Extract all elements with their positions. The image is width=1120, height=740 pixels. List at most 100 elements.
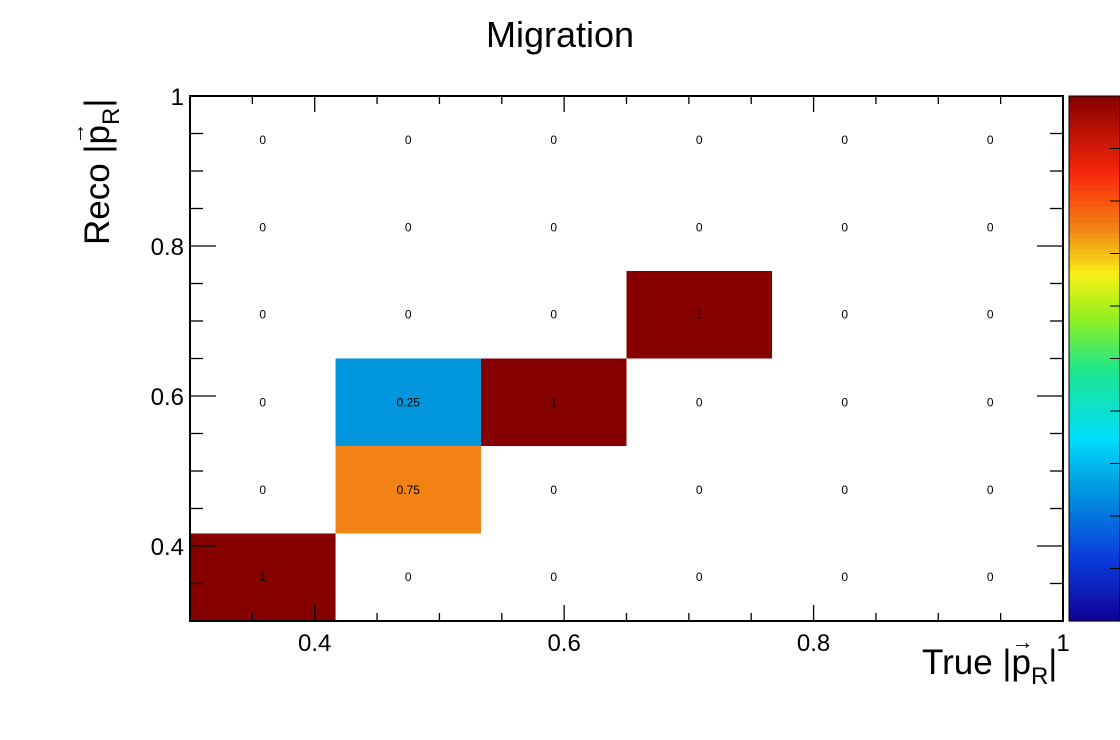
heatmap-cell bbox=[335, 446, 481, 534]
colorbar-segment bbox=[1069, 332, 1120, 339]
cell-value-label: 0 bbox=[841, 308, 848, 322]
colorbar-segment bbox=[1069, 358, 1120, 365]
colorbar-segment bbox=[1069, 143, 1120, 150]
colorbar-segment bbox=[1069, 374, 1120, 381]
colorbar-segment bbox=[1069, 316, 1120, 323]
x-axis-label-suffix: | bbox=[1048, 643, 1058, 682]
colorbar-segment bbox=[1069, 426, 1120, 433]
colorbar-segment bbox=[1069, 500, 1120, 507]
colorbar-segment bbox=[1069, 474, 1120, 480]
colorbar-segment bbox=[1069, 531, 1120, 538]
colorbar-segment bbox=[1069, 600, 1120, 606]
cell-value-label: 0 bbox=[405, 308, 412, 322]
cell-value-label: 0 bbox=[841, 220, 848, 234]
colorbar-segment bbox=[1069, 489, 1120, 496]
colorbar-segment bbox=[1069, 579, 1120, 585]
colorbar-segment bbox=[1069, 342, 1120, 349]
colorbar-segment bbox=[1069, 400, 1120, 407]
colorbar-segment bbox=[1069, 311, 1120, 318]
colorbar-segment bbox=[1069, 384, 1120, 391]
colorbar-segment bbox=[1069, 568, 1120, 575]
heatmap-cell bbox=[335, 358, 481, 447]
colorbar-segment bbox=[1069, 132, 1120, 139]
cell-value-label: 0 bbox=[405, 220, 412, 234]
vector-arrow-icon: → bbox=[1011, 629, 1034, 654]
colorbar-segment bbox=[1069, 379, 1120, 386]
cell-value-label: 0 bbox=[259, 308, 266, 322]
colorbar-segment bbox=[1069, 295, 1120, 302]
x-axis-label: True | → pR| bbox=[922, 631, 1058, 691]
colorbar-segment bbox=[1069, 584, 1120, 591]
colorbar-segment bbox=[1069, 122, 1120, 129]
colorbar-segment bbox=[1069, 237, 1120, 244]
x-tick-label: 0.8 bbox=[797, 630, 830, 657]
colorbar-segment bbox=[1069, 253, 1120, 260]
colorbar-segment bbox=[1069, 479, 1120, 486]
cell-value-label: 0 bbox=[841, 570, 848, 584]
colorbar-segment bbox=[1069, 306, 1120, 312]
chart-title: Migration bbox=[485, 14, 635, 55]
colorbar-segment bbox=[1069, 348, 1120, 354]
colorbar-segment bbox=[1069, 432, 1120, 438]
cell-value-label: 0 bbox=[696, 395, 703, 409]
cell-value-label: 0 bbox=[550, 308, 557, 322]
colorbar-segment bbox=[1069, 395, 1120, 402]
cell-value-label: 0.25 bbox=[397, 395, 421, 409]
colorbar-segment bbox=[1069, 243, 1120, 249]
colorbar-segment bbox=[1069, 353, 1120, 360]
cell-value-label: 0 bbox=[405, 570, 412, 584]
colorbar-segment bbox=[1069, 484, 1120, 491]
y-tick-label: 0.6 bbox=[151, 384, 184, 411]
colorbar-segment bbox=[1069, 169, 1120, 176]
colorbar-segment bbox=[1069, 111, 1120, 118]
cell-value-label: 0 bbox=[550, 483, 557, 497]
colorbar-segment bbox=[1069, 164, 1120, 171]
colorbar-segment bbox=[1069, 321, 1120, 328]
colorbar-frame bbox=[1068, 95, 1120, 622]
cell-value-label: 0 bbox=[987, 133, 994, 147]
y-axis-label: Reco | → pR| bbox=[64, 98, 126, 245]
x-axis-label-prefix: True | bbox=[922, 643, 1012, 682]
colorbar-segment bbox=[1069, 211, 1120, 218]
heatmap-cell bbox=[190, 533, 336, 621]
x-axis-vector: → p bbox=[1011, 631, 1033, 683]
colorbar-segment bbox=[1069, 552, 1120, 559]
cell-value-label: 0.75 bbox=[397, 483, 421, 497]
cell-value-label: 0 bbox=[696, 220, 703, 234]
colorbar-segment bbox=[1069, 442, 1120, 449]
colorbar-segment bbox=[1069, 190, 1120, 197]
colorbar-segment bbox=[1069, 290, 1120, 297]
colorbar-segment bbox=[1069, 615, 1120, 622]
colorbar-segment bbox=[1069, 437, 1120, 444]
colorbar-segment bbox=[1069, 563, 1120, 570]
colorbar-segment bbox=[1069, 159, 1120, 165]
colorbar-segment bbox=[1069, 327, 1120, 333]
colorbar-segment bbox=[1069, 185, 1120, 192]
y-tick-label: 1 bbox=[171, 84, 184, 111]
colorbar-segment bbox=[1069, 526, 1120, 533]
colorbar-segment bbox=[1069, 153, 1120, 160]
colorbar-segment bbox=[1069, 516, 1120, 522]
y-tick-label: 0.8 bbox=[151, 234, 184, 261]
heatmap-cells bbox=[190, 270, 773, 621]
colorbar-segment bbox=[1069, 610, 1120, 617]
y-tick-label: 0.4 bbox=[151, 534, 184, 561]
colorbar-segment bbox=[1069, 495, 1120, 501]
colorbar-segment bbox=[1069, 337, 1120, 344]
colorbar-segment bbox=[1069, 463, 1120, 470]
colorbar-segment bbox=[1069, 216, 1120, 223]
colorbar-segment bbox=[1069, 558, 1120, 564]
y-axis-label-suffix: | bbox=[78, 98, 117, 108]
colorbar-segment bbox=[1069, 180, 1120, 186]
y-axis-vector: → p bbox=[64, 122, 118, 144]
cell-value-label: 0 bbox=[987, 220, 994, 234]
vector-arrow-icon: → bbox=[64, 122, 89, 145]
colorbar-segment bbox=[1069, 447, 1120, 454]
colorbar-segment bbox=[1069, 248, 1120, 255]
colorbar-segment bbox=[1069, 505, 1120, 512]
colorbar-segment bbox=[1069, 542, 1120, 549]
colorbar-segment bbox=[1069, 300, 1120, 307]
colorbar-segment bbox=[1069, 390, 1120, 396]
cell-value-label: 0 bbox=[550, 220, 557, 234]
